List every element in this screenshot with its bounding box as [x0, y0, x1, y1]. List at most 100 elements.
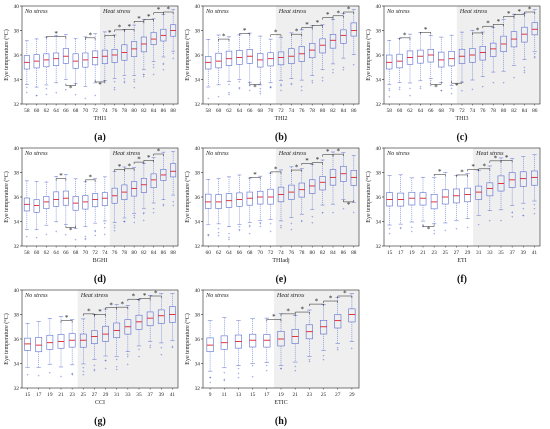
- outlier-point: +: [133, 213, 136, 218]
- box-60: ++: [396, 38, 403, 92]
- outlier-point: +: [209, 379, 212, 384]
- bracket-line: [85, 37, 96, 40]
- outlier-point: +: [113, 223, 116, 228]
- y-tick-label: 34: [195, 220, 201, 226]
- y-tick-label: 36: [195, 53, 201, 59]
- x-tick-label: 64: [53, 250, 59, 256]
- box-iqr: [419, 192, 427, 206]
- outlier-point: +: [116, 364, 119, 369]
- outlier-point: +: [311, 80, 314, 85]
- significance-star: *: [118, 163, 122, 171]
- bracket-line: [163, 11, 174, 14]
- x-tick-label: 76: [289, 250, 295, 256]
- bracket-line: [104, 35, 115, 38]
- significance-star: *: [347, 6, 351, 14]
- outlier-point: +: [440, 88, 443, 93]
- significance-bracket: *: [524, 6, 536, 14]
- x-tick-label: 58: [24, 108, 30, 114]
- significance-bracket: *: [124, 23, 135, 32]
- outlier-point: +: [127, 361, 130, 366]
- y-tick-label: 34: [14, 362, 20, 368]
- x-tick-label: 78: [491, 108, 497, 114]
- outlier-point: +: [259, 89, 262, 94]
- y-tick-label: 40: [195, 288, 201, 294]
- box-19: ++: [408, 177, 416, 234]
- panel-label: (g): [94, 416, 106, 427]
- bracket-line: [270, 171, 282, 174]
- outlier-point: +: [400, 225, 403, 230]
- significance-star: *: [108, 29, 112, 37]
- outlier-point: +: [398, 87, 401, 92]
- significance-star: *: [272, 313, 276, 321]
- significance-star: *: [128, 162, 132, 170]
- outlier-point: +: [433, 228, 436, 233]
- box-iqr: [486, 182, 494, 197]
- outlier-point: +: [237, 370, 240, 375]
- outlier-point: +: [35, 235, 38, 240]
- y-tick-label: 32: [195, 102, 201, 108]
- box-iqr: [348, 308, 356, 323]
- outlier-point: +: [209, 375, 212, 380]
- significance-bracket: *: [291, 28, 303, 37]
- outlier-point: +: [228, 231, 231, 236]
- x-axis-label: ETIC: [274, 400, 287, 406]
- outlier-point: +: [249, 223, 252, 228]
- outlier-point: +: [93, 362, 96, 367]
- significance-star: *: [89, 31, 93, 39]
- significance-bracket: *: [323, 295, 338, 304]
- x-tick-label: 23: [307, 392, 313, 398]
- outlier-point: +: [388, 88, 391, 93]
- box-41: ++: [169, 293, 176, 350]
- outlier-point: +: [223, 370, 226, 375]
- significance-star: *: [336, 9, 340, 17]
- x-tick-label: 23: [69, 392, 75, 398]
- y-tick-label: 32: [195, 244, 201, 250]
- heat-stress-label: Heat stress: [278, 150, 307, 157]
- outlier-point: +: [294, 368, 297, 373]
- significance-bracket: *: [301, 21, 313, 30]
- box-74: +: [469, 29, 476, 92]
- box-70: +: [82, 36, 89, 100]
- outlier-point: +: [71, 372, 74, 377]
- significance-star: *: [336, 148, 340, 156]
- box-72: +: [92, 33, 99, 98]
- x-tick-label: 72: [278, 108, 284, 114]
- box-iqr: [531, 22, 538, 36]
- significance-bracket: *: [239, 27, 251, 36]
- significance-star: *: [128, 23, 132, 31]
- box-iqr: [205, 193, 212, 209]
- outlier-point: +: [322, 353, 325, 358]
- box-62: +: [43, 181, 50, 236]
- x-tick-label: 58: [24, 250, 30, 256]
- significance-star: *: [460, 168, 464, 176]
- box-76: +++: [111, 34, 118, 92]
- outlier-point: +: [116, 356, 119, 361]
- outlier-point: +: [249, 231, 252, 236]
- panel-label: (c): [456, 132, 467, 143]
- outlier-point: +: [172, 203, 175, 208]
- significance-star: *: [455, 82, 459, 90]
- box-80: +++: [131, 24, 138, 90]
- y-tick-label: 40: [376, 146, 382, 152]
- y-tick-label: 40: [14, 288, 20, 294]
- x-tick-label: 68: [73, 250, 79, 256]
- significance-star: *: [305, 157, 309, 165]
- outlier-point: +: [152, 71, 155, 76]
- bracket-line: [94, 314, 106, 317]
- outlier-point: +: [353, 209, 356, 214]
- box-iqr: [319, 176, 326, 191]
- x-tick-label: 72: [92, 108, 98, 114]
- outlier-point: +: [455, 226, 458, 231]
- outlier-point: +: [461, 88, 464, 93]
- outlier-point: +: [45, 86, 48, 91]
- significance-bracket: *: [85, 31, 96, 40]
- outlier-point: +: [269, 221, 272, 226]
- x-tick-label: 60: [206, 250, 212, 256]
- bracket-line: [249, 177, 261, 180]
- box-66: +++: [236, 174, 243, 232]
- significance-star: *: [295, 28, 299, 36]
- significance-bracket: *: [65, 83, 76, 93]
- box-66: ++: [427, 35, 434, 88]
- box-35: ++: [135, 299, 143, 359]
- x-tick-label: 78: [122, 250, 128, 256]
